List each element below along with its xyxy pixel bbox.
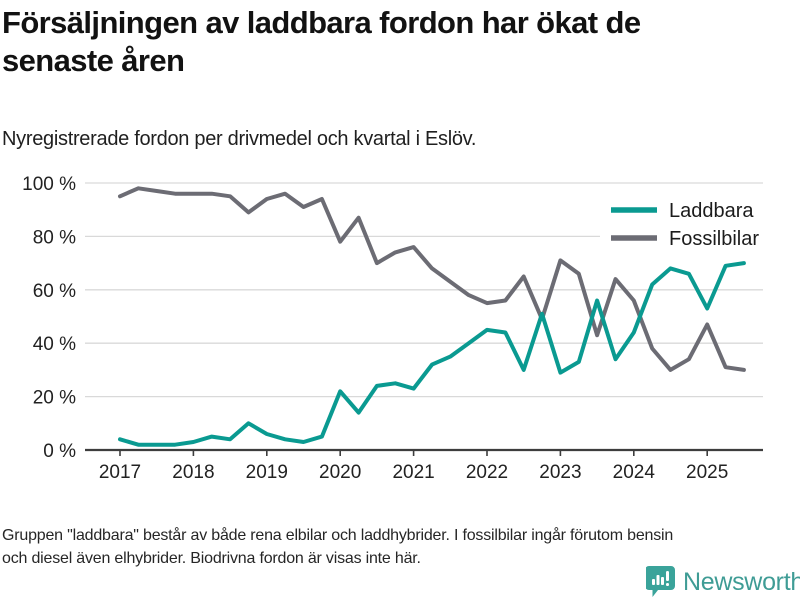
x-axis-tick-label: 2021 bbox=[392, 462, 434, 483]
y-axis-tick-label: 0 % bbox=[43, 441, 76, 462]
y-axis-tick-label: 60 % bbox=[33, 281, 76, 302]
footnote-line2: och diesel även elhybrider. Biodrivna fo… bbox=[2, 550, 421, 567]
page-title: Försäljningen av laddbara fordon har öka… bbox=[2, 4, 782, 80]
x-axis-tick-label: 2023 bbox=[539, 462, 581, 483]
x-axis-tick-label: 2017 bbox=[99, 462, 141, 483]
x-axis-tick-label: 2019 bbox=[246, 462, 288, 483]
legend-background bbox=[600, 196, 786, 252]
page-title-line2: senaste åren bbox=[2, 43, 185, 78]
bar-chart-speech-bubble-icon bbox=[646, 566, 675, 597]
chart-subtitle: Nyregistrerade fordon per drivmedel och … bbox=[2, 128, 477, 150]
legend-label-fossilbilar: Fossilbilar bbox=[669, 228, 759, 250]
x-axis-tick-label: 2018 bbox=[172, 462, 214, 483]
newsworthy-logo: Newsworthy bbox=[646, 566, 800, 598]
page-title-line1: Försäljningen av laddbara fordon har öka… bbox=[2, 5, 641, 40]
footnote-line1: Gruppen "laddbara" består av både rena e… bbox=[2, 527, 674, 544]
legend-label-laddbara: Laddbara bbox=[669, 200, 754, 222]
y-axis-tick-label: 40 % bbox=[33, 334, 76, 355]
y-axis-tick-label: 100 % bbox=[22, 174, 76, 195]
x-axis-tick-label: 2020 bbox=[319, 462, 361, 483]
y-axis-tick-label: 80 % bbox=[33, 227, 76, 248]
brand-name: Newsworthy bbox=[683, 567, 800, 596]
series-line-laddbara bbox=[118, 261, 746, 447]
y-axis-tick-label: 20 % bbox=[33, 388, 76, 409]
x-axis-tick-label: 2024 bbox=[613, 462, 656, 483]
chart-footnote: Gruppen "laddbara" består av både rena e… bbox=[2, 524, 794, 570]
x-axis-tick-label: 2025 bbox=[686, 462, 728, 483]
x-axis-tick-label: 2022 bbox=[466, 462, 508, 483]
